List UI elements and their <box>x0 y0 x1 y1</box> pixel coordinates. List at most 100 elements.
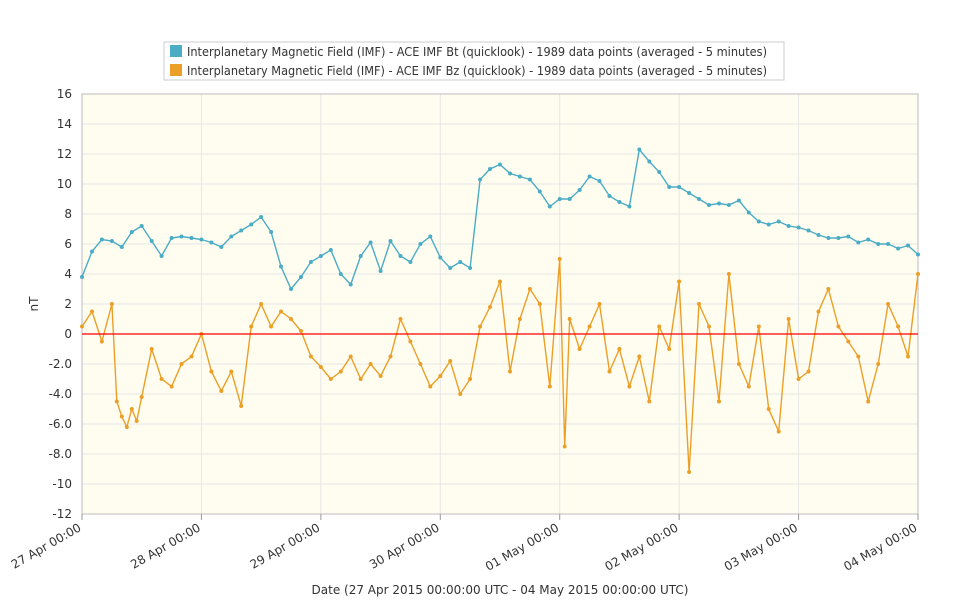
data-point <box>766 222 771 227</box>
data-point <box>80 275 84 279</box>
data-point <box>249 324 254 329</box>
data-point <box>677 279 682 284</box>
data-point <box>448 266 453 270</box>
legend-box <box>163 41 785 81</box>
data-point <box>139 224 144 228</box>
data-point <box>99 339 104 344</box>
data-point <box>169 236 174 240</box>
data-point <box>886 242 891 246</box>
data-point <box>458 392 463 396</box>
data-point <box>557 257 562 261</box>
x-tick-label: 01 May 00:00 <box>483 520 561 573</box>
legend[interactable]: Interplanetary Magnetic Field (IMF) - AC… <box>163 41 785 81</box>
data-point <box>587 174 592 179</box>
legend-swatch-bt <box>170 45 182 57</box>
data-point <box>517 317 522 321</box>
data-point <box>109 239 114 243</box>
data-point <box>99 237 104 242</box>
data-point <box>468 377 473 381</box>
data-point <box>109 302 114 306</box>
data-point <box>134 419 139 423</box>
data-point <box>358 254 363 258</box>
data-point <box>517 174 522 179</box>
data-point <box>259 215 264 219</box>
data-point <box>567 317 572 321</box>
data-point <box>697 197 701 201</box>
legend-item-bz[interactable]: Interplanetary Magnetic Field (IMF) - AC… <box>170 64 767 78</box>
data-point <box>508 171 512 176</box>
data-point <box>846 339 851 344</box>
data-point <box>826 236 831 240</box>
data-point <box>149 239 154 243</box>
data-point <box>756 219 761 224</box>
data-point <box>189 354 194 359</box>
y-tick-label: 4 <box>64 267 72 281</box>
data-point <box>557 197 562 201</box>
data-point <box>418 242 423 246</box>
data-point <box>567 197 572 201</box>
y-axis-label: nT <box>27 296 41 312</box>
y-tick-label: -2.0 <box>49 357 72 371</box>
data-point <box>378 374 383 378</box>
data-point <box>547 384 552 389</box>
data-point <box>124 425 129 429</box>
data-point <box>677 185 682 189</box>
data-point <box>896 324 901 329</box>
data-point <box>80 324 84 329</box>
data-point <box>717 201 721 206</box>
data-point <box>876 242 881 246</box>
data-point <box>114 399 119 404</box>
data-point <box>667 347 672 351</box>
y-tick-label: -10 <box>52 477 72 491</box>
data-point <box>398 254 403 258</box>
data-point <box>786 224 791 228</box>
data-point <box>896 246 901 251</box>
data-point <box>169 384 174 389</box>
data-point <box>398 317 403 321</box>
data-point <box>129 407 134 411</box>
data-point <box>836 236 841 240</box>
data-point <box>597 302 602 306</box>
x-axis: 27 Apr 00:00 28 Apr 00:00 29 Apr 00:00 30 A… <box>9 514 920 574</box>
data-point <box>906 354 910 359</box>
data-point <box>229 369 234 374</box>
data-point <box>587 324 592 329</box>
data-point <box>219 245 224 249</box>
data-point <box>816 309 821 314</box>
data-point <box>498 279 502 284</box>
x-tick-label: 27 Apr 00:00 <box>9 520 84 571</box>
data-point <box>90 249 94 254</box>
data-point <box>876 362 881 366</box>
x-tick-label: 04 May 00:00 <box>841 520 919 573</box>
y-tick-label: 0 <box>64 327 72 341</box>
series-0[interactable] <box>80 147 920 292</box>
data-point <box>308 354 313 359</box>
legend-item-bt[interactable]: Interplanetary Magnetic Field (IMF) - AC… <box>170 45 767 59</box>
data-point <box>657 170 662 174</box>
data-point <box>378 269 383 273</box>
data-point <box>607 369 612 374</box>
data-point <box>259 302 264 306</box>
data-point <box>562 444 567 449</box>
data-point <box>308 260 313 264</box>
data-point <box>687 191 692 195</box>
data-point <box>547 204 552 209</box>
data-point <box>756 324 761 329</box>
legend-label-bz: Interplanetary Magnetic Field (IMF) - AC… <box>187 64 767 78</box>
data-point <box>328 377 333 381</box>
series-1[interactable] <box>80 257 920 474</box>
data-point <box>766 407 771 411</box>
legend-swatch-bz <box>170 64 182 76</box>
data-point <box>866 399 871 404</box>
data-point <box>776 429 781 434</box>
data-point <box>179 362 184 366</box>
y-tick-label: -6.0 <box>49 417 72 431</box>
data-point <box>279 309 283 314</box>
data-point <box>408 260 413 264</box>
data-point <box>478 324 483 329</box>
data-point <box>647 159 652 164</box>
legend-label-bt: Interplanetary Magnetic Field (IMF) - AC… <box>187 45 767 59</box>
data-point <box>776 219 781 224</box>
x-tick-label: 30 Apr 00:00 <box>367 520 442 571</box>
data-point <box>617 200 622 204</box>
